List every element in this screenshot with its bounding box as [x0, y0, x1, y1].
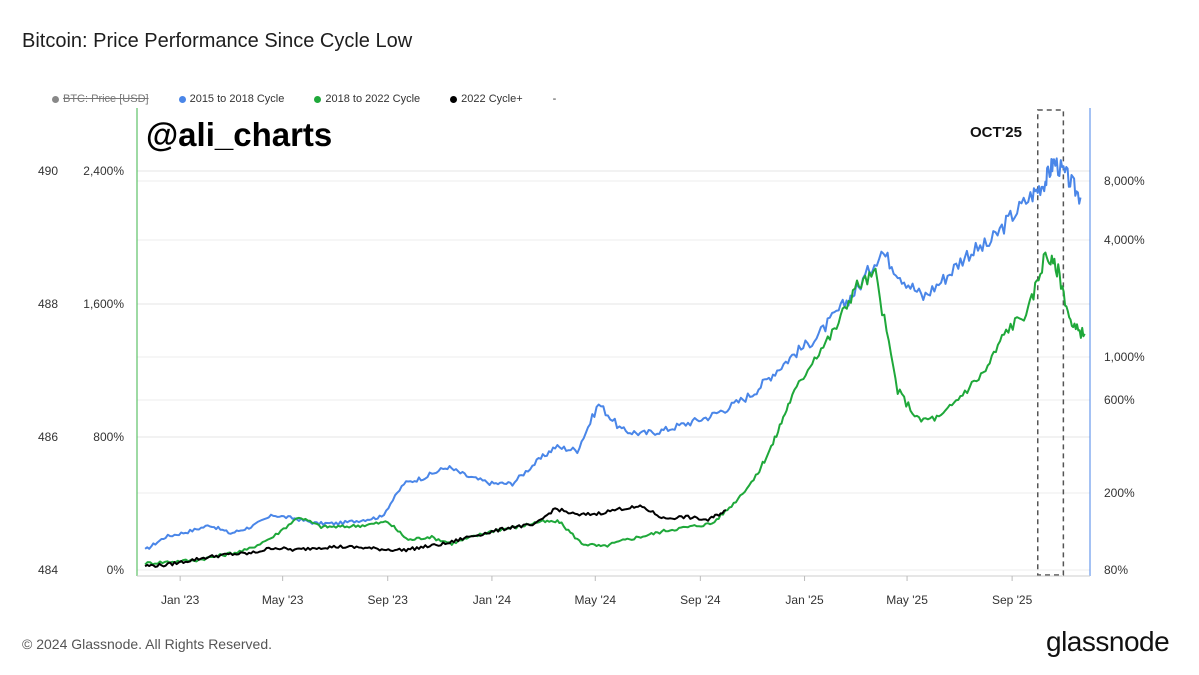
legend-dot-icon: [178, 95, 186, 103]
legend-label: 2022 Cycle+: [461, 93, 523, 105]
y-outer-tick-label: 488: [38, 297, 58, 311]
legend-label: BTC: Price [USD]: [63, 93, 149, 105]
legend-item-2018-cycle[interactable]: 2018 to 2022 Cycle: [314, 93, 420, 105]
y-left-tick-label: 2,400%: [83, 164, 124, 178]
y-outer-tick-label: 486: [38, 430, 58, 444]
series-line-1: [144, 251, 1086, 566]
x-tick-label: May '23: [262, 593, 304, 607]
gridlines: [137, 170, 1090, 571]
y-left-tick-label: 0%: [107, 563, 125, 577]
y-right-tick-label: 1,000%: [1104, 350, 1145, 364]
series-line-0: [144, 157, 1082, 550]
y-outer-tick-label: 490: [38, 164, 58, 178]
legend-dot-icon: [450, 95, 458, 103]
chart-legend: BTC: Price [USD] 2015 to 2018 Cycle 2018…: [52, 93, 556, 105]
y-right-tick-label: 80%: [1104, 563, 1128, 577]
y-outer-tick-label: 484: [38, 563, 58, 577]
watermark-label: @ali_charts: [146, 116, 332, 153]
x-tick-label: Sep '24: [680, 593, 721, 607]
y-left-tick-label: 1,600%: [83, 297, 124, 311]
page-title: Bitcoin: Price Performance Since Cycle L…: [22, 30, 413, 52]
x-tick-label: Jan '23: [161, 593, 200, 607]
series-lines: [144, 157, 1086, 568]
legend-item-btc-price[interactable]: BTC: Price [USD]: [52, 93, 149, 105]
brand-logo: glassnode: [1046, 626, 1170, 657]
legend-label: 2015 to 2018 Cycle: [189, 93, 285, 105]
y-right-tick-label: 4,000%: [1104, 233, 1145, 247]
y-right-tick-label: 200%: [1104, 486, 1135, 500]
copyright-text: © 2024 Glassnode. All Rights Reserved.: [22, 636, 273, 652]
x-tick-label: Sep '25: [992, 593, 1033, 607]
legend-dot-icon: [314, 95, 322, 103]
legend-dot-icon: [52, 95, 59, 103]
y-left-tick-label: 800%: [93, 430, 124, 444]
axes: 0% 800% 1,600% 2,400% 484 486 488 490 80% 200% 600…: [38, 108, 1145, 607]
y-right-tick-label: 600%: [1104, 393, 1135, 407]
legend-item-2022-cycle[interactable]: 2022 Cycle+: [450, 93, 523, 105]
x-tick-label: May '25: [886, 593, 928, 607]
highlight-box: [1036, 109, 1065, 576]
series-line-2: [144, 504, 727, 568]
legend-item-2015-cycle[interactable]: 2015 to 2018 Cycle: [178, 93, 285, 105]
x-tick-label: Jan '24: [473, 593, 512, 607]
annotation-label: OCT'25: [970, 124, 1022, 141]
legend-trailing-dash: -: [552, 93, 557, 105]
x-tick-label: May '24: [574, 593, 616, 607]
x-tick-label: Sep '23: [368, 593, 409, 607]
highlight-rect: [1036, 109, 1065, 576]
legend-label: 2018 to 2022 Cycle: [325, 93, 421, 105]
y-right-tick-label: 8,000%: [1104, 174, 1145, 188]
x-tick-label: Jan '25: [785, 593, 824, 607]
